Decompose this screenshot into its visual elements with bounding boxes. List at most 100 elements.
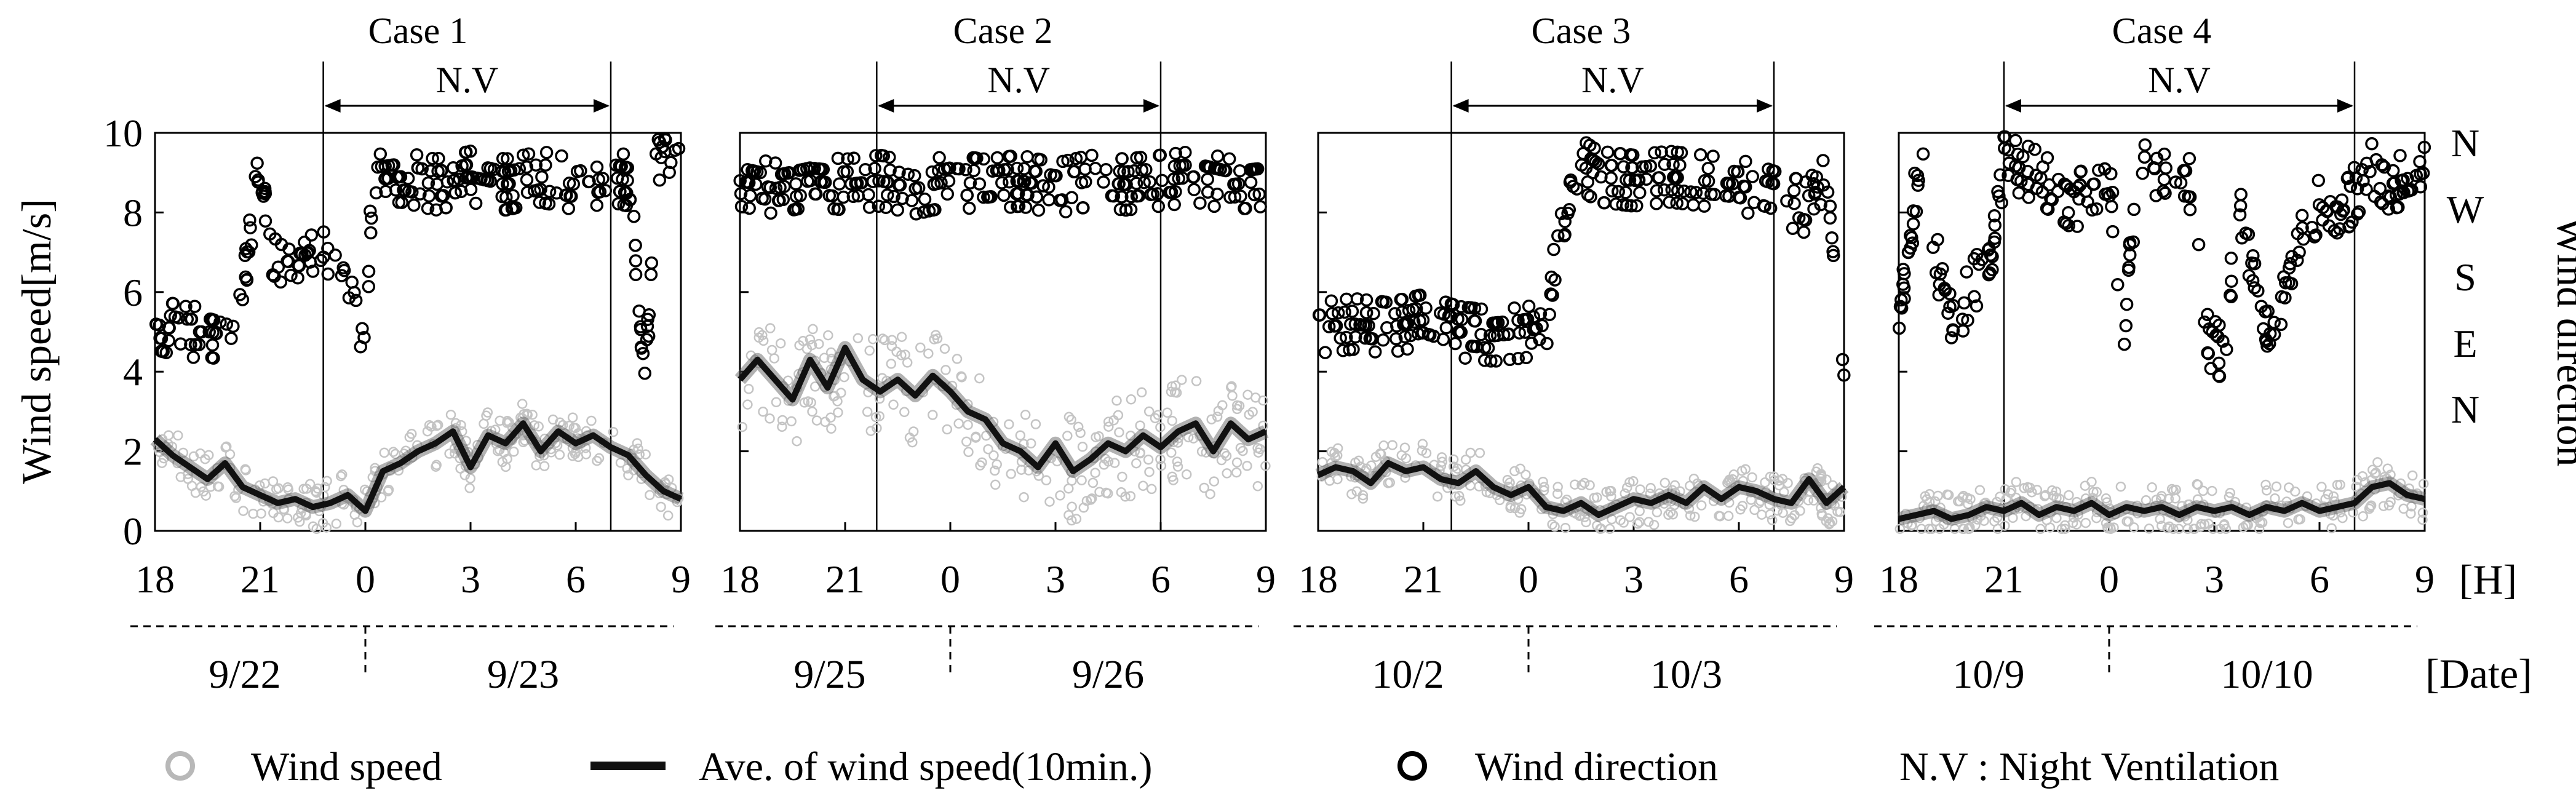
wind-direction-point (1497, 328, 1511, 341)
wind-speed-point (1111, 396, 1122, 406)
wind-direction-point (1787, 184, 1801, 197)
wind-speed-point (1232, 404, 1242, 415)
wind-direction-point (1362, 319, 1375, 333)
wind-speed-point (1965, 494, 1976, 504)
wind-speed-point (592, 455, 602, 466)
wind-speed-point (240, 464, 250, 475)
wind-direction-point (734, 186, 748, 201)
wind-direction-point (816, 162, 830, 177)
x-tick-label: 3 (1624, 557, 1644, 601)
wind-direction-point (434, 164, 448, 178)
wind-speed-point (1465, 447, 1476, 458)
wind-direction-point (300, 247, 314, 260)
wind-speed-scatter (1316, 439, 1847, 535)
wind-direction-point (1340, 292, 1353, 306)
wind-speed-point (1155, 422, 1166, 432)
wind-speed-point (1120, 492, 1131, 502)
wind-direction-point (1908, 166, 1922, 180)
wind-speed-point (594, 453, 605, 464)
wind-speed-point (1417, 439, 1428, 449)
wind-speed-point (1143, 454, 1154, 465)
wind-direction-point (2009, 133, 2022, 148)
wind-speed-point (481, 410, 491, 421)
wind-speed-point (159, 453, 169, 464)
wind-direction-point (1390, 319, 1404, 333)
wind-speed-point (404, 432, 415, 442)
wind-speed-point (928, 410, 938, 420)
x-tick-label: 0 (1519, 557, 1538, 601)
wind-speed-point (1071, 514, 1082, 524)
wind-direction-point (1107, 189, 1121, 203)
wind-direction-point (893, 178, 907, 192)
wind-direction-point (1451, 312, 1465, 326)
wind-direction-point (1933, 267, 1947, 281)
wind-speed-point (539, 461, 550, 471)
wind-speed-point (1460, 454, 1471, 465)
wind-direction-point (1630, 199, 1644, 213)
wind-speed-point (311, 487, 322, 498)
wind-direction-point (2092, 164, 2105, 177)
wind-direction-point (2388, 176, 2401, 190)
wind-speed-point (2358, 511, 2368, 522)
wind-speed-point (1823, 513, 1834, 523)
wind-speed-point (1138, 480, 1148, 492)
wind-direction-point (415, 162, 429, 176)
wind-direction-point (1892, 321, 1906, 335)
wind-direction-point (248, 170, 262, 183)
wind-speed-point (450, 448, 460, 459)
wind-direction-point (1972, 257, 1986, 271)
wind-direction-point (743, 189, 757, 202)
wind-direction-point (1474, 327, 1488, 341)
wind-direction-point (2343, 179, 2358, 193)
wind-direction-point (1663, 195, 1676, 209)
wind-direction-point (831, 151, 845, 165)
wind-direction-point (1250, 162, 1265, 176)
wind-speed-point (2224, 492, 2235, 503)
wind-speed-point (1824, 517, 1835, 528)
wind-direction-point (1986, 263, 1999, 277)
wind-direction-point (1238, 202, 1251, 215)
wind-direction-point (1407, 315, 1421, 329)
wind-speed-point (1221, 450, 1232, 461)
wind-speed-point (1756, 509, 1767, 520)
wind-speed-point (322, 476, 332, 487)
wind-speed-point (1260, 461, 1271, 471)
panel-title: Case 2 (953, 10, 1053, 51)
wind-direction-point (1905, 231, 1918, 245)
wind-direction-point (506, 189, 520, 202)
wind-direction-point (638, 367, 652, 380)
wind-speed-point (1521, 469, 1531, 480)
wind-direction-point (464, 170, 479, 184)
wind-speed-point (864, 345, 875, 356)
wind-direction-point (1746, 170, 1759, 183)
wind-speed-point (1212, 412, 1223, 422)
wind-direction-point (591, 185, 605, 199)
wind-speed-point (1196, 446, 1207, 457)
wind-speed-point (2000, 484, 2011, 495)
wind-speed-point (1604, 523, 1615, 535)
wind-speed-point (1355, 461, 1366, 472)
wind-direction-point (1697, 199, 1711, 213)
wind-speed-point (2215, 523, 2225, 535)
wind-direction-point (458, 158, 472, 172)
wind-direction-point (555, 149, 568, 163)
wind-direction-point (2367, 189, 2382, 203)
wind-speed-point (826, 353, 837, 364)
wind-speed-point (1502, 474, 1513, 485)
wind-direction-point (2251, 284, 2265, 298)
wind-speed-point (321, 522, 332, 533)
wind-speed-point (990, 465, 1000, 476)
wind-direction-point (2285, 250, 2299, 263)
wind-speed-point (2064, 490, 2074, 501)
wind-direction-point (2341, 170, 2355, 184)
wind-direction-point (1219, 164, 1233, 178)
wind-speed-point (1448, 461, 1459, 472)
wind-speed-point (2177, 501, 2187, 511)
wind-speed-point (1816, 476, 1827, 487)
wind-speed-point (2257, 517, 2268, 528)
wind-direction-point (1670, 196, 1684, 210)
wind-speed-point (1448, 454, 1459, 465)
wind-direction-point (501, 164, 515, 178)
wind-speed-point (2261, 485, 2272, 496)
wind-direction-point (2123, 248, 2137, 262)
